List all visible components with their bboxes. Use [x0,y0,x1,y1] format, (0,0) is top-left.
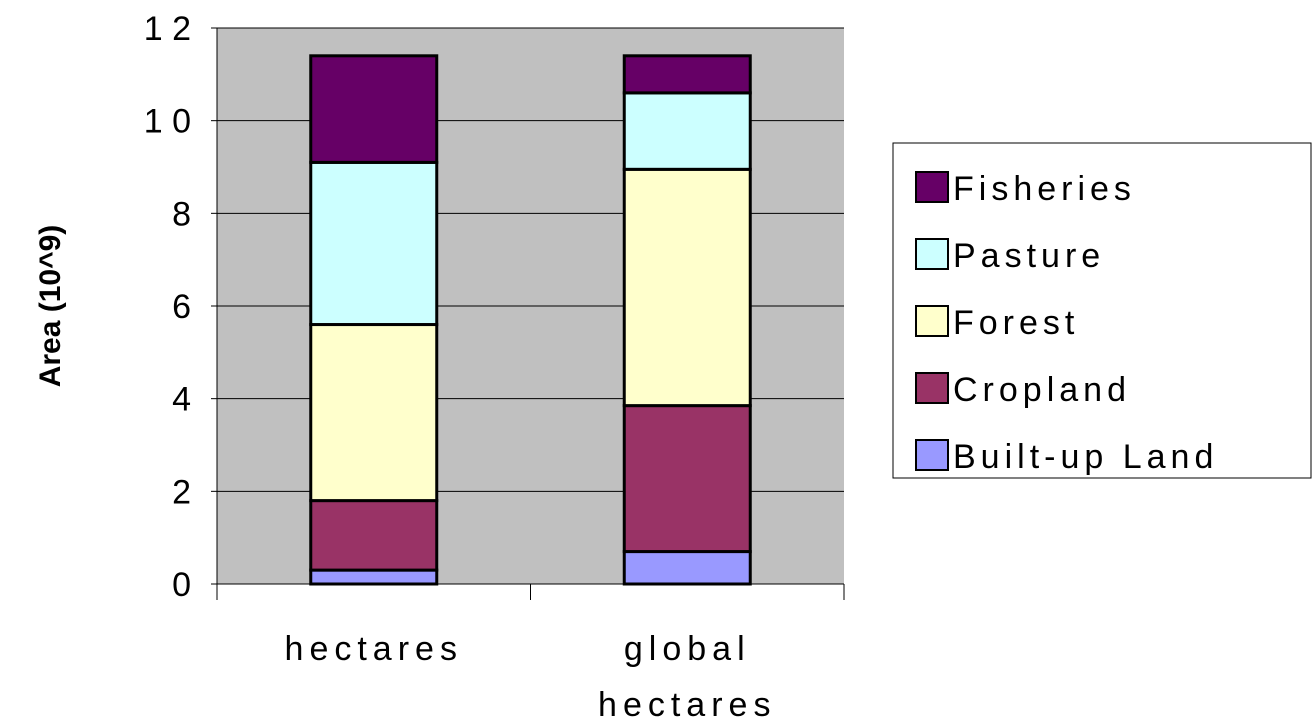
legend-swatch-1 [915,238,949,270]
legend-box [892,142,1312,479]
bar-segment-1-2 [622,167,752,408]
bar-segment-1-0 [622,550,752,586]
y-tick-label-5: 1 0 [144,103,191,141]
bar-segment-1-1 [622,404,752,554]
legend-label-0: Fisheries [953,170,1136,208]
legend-label-3: Cropland [953,371,1131,409]
legend-items: Fisheries Pasture Forest Cropland Built-up L… [915,170,1218,476]
y-tick-labels: 0 2 4 6 8 1 0 1 2 [144,10,191,604]
y-tick-label-6: 1 2 [144,10,191,48]
legend-swatch-2 [915,305,949,337]
legend-label-2: Forest [953,304,1079,342]
x-category-labels: hectares global hectares [285,630,776,719]
y-tick-label-3: 6 [172,288,191,326]
bar-segment-0-3 [309,160,439,327]
axes [211,27,845,600]
legend-label-4: Built-up Land [953,438,1218,476]
bar-segment-1-3 [622,91,752,171]
y-tick-label-1: 2 [172,473,191,511]
bar-segment-0-0 [309,568,439,586]
bars [309,54,752,586]
legend-label-1: Pasture [953,237,1105,275]
legend: Fisheries Pasture Forest Cropland Built-up L… [892,142,1312,479]
legend-swatch-3 [915,372,949,404]
x-category-label-1-0: global [624,630,751,668]
bar-segment-0-2 [309,323,439,503]
x-category-label-0-0: hectares [285,630,463,668]
x-category-label-1-1: hectares [598,686,776,719]
bar-segment-0-4 [309,54,439,164]
y-tick-label-0: 0 [172,566,191,604]
legend-swatch-4 [915,439,949,471]
bar-segment-0-1 [309,499,439,572]
y-tick-label-2: 4 [172,381,191,419]
legend-swatch-0 [915,171,949,203]
y-axis-title: Area (10^9) [34,225,67,388]
bar-segment-1-4 [622,54,752,95]
y-tick-label-4: 8 [172,195,191,233]
